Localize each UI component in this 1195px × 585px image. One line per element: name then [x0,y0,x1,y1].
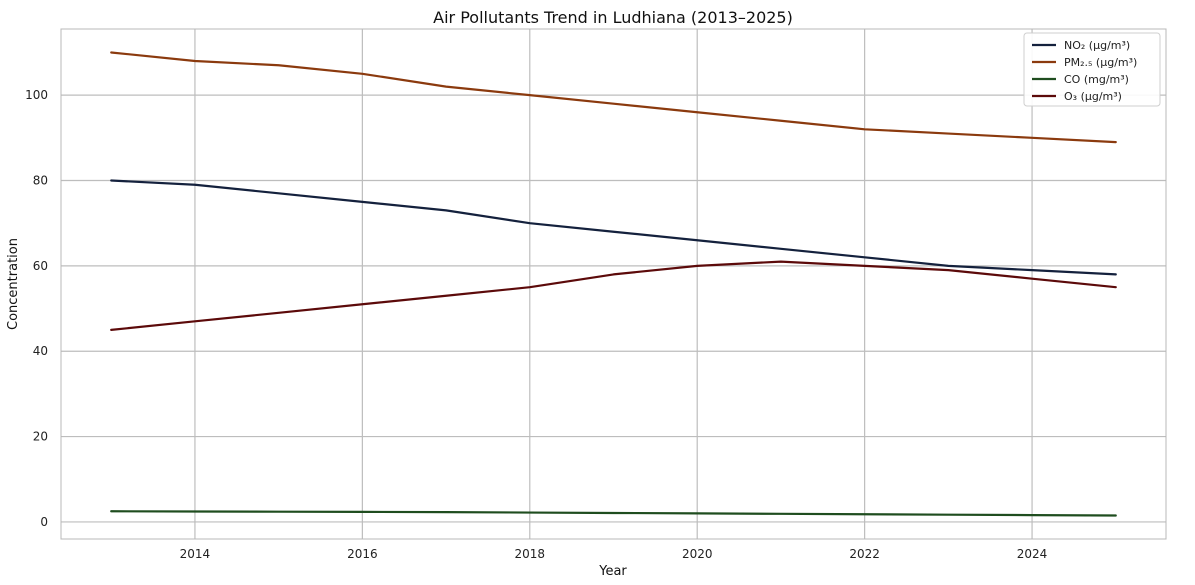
y-tick-label: 20 [33,430,48,444]
y-tick-label: 100 [25,88,48,102]
legend-box [1023,32,1161,107]
y-axis-ticks: 0 20 40 60 80 100 [25,88,48,529]
legend: NO₂ (µg/m³) PM₂.₅ (µg/m³) CO (mg/m³) O₃ (µg… [1023,32,1161,107]
legend-entry: CO (mg/m³) [1064,73,1129,86]
x-tick-label: 2022 [849,547,880,561]
y-tick-label: 80 [33,174,48,188]
x-tick-label: 2014 [180,547,211,561]
legend-entry: NO₂ (µg/m³) [1064,39,1130,52]
y-tick-label: 0 [40,515,48,529]
x-tick-label: 2018 [515,547,546,561]
y-tick-label: 60 [33,259,48,273]
x-axis-label: Year [598,564,627,579]
plot-frame [60,28,1167,540]
x-tick-label: 2016 [347,547,378,561]
y-tick-label: 40 [33,344,48,358]
series-line-3 [110,260,1117,331]
series-line-0 [110,179,1117,276]
series-lines [110,51,1117,517]
grid-lines [61,29,1166,539]
series-line-2 [110,510,1117,517]
x-tick-label: 2020 [682,547,713,561]
legend-entry: O₃ (µg/m³) [1064,90,1122,103]
legend-entry: PM₂.₅ (µg/m³) [1064,56,1137,69]
series-line-1 [110,51,1117,144]
x-axis-ticks: 2014 2016 2018 2020 2022 2024 [180,547,1048,561]
x-tick-label: 2024 [1017,547,1048,561]
chart-title: Air Pollutants Trend in Ludhiana (2013–2… [433,8,793,27]
y-axis-label: Concentration [6,238,21,330]
